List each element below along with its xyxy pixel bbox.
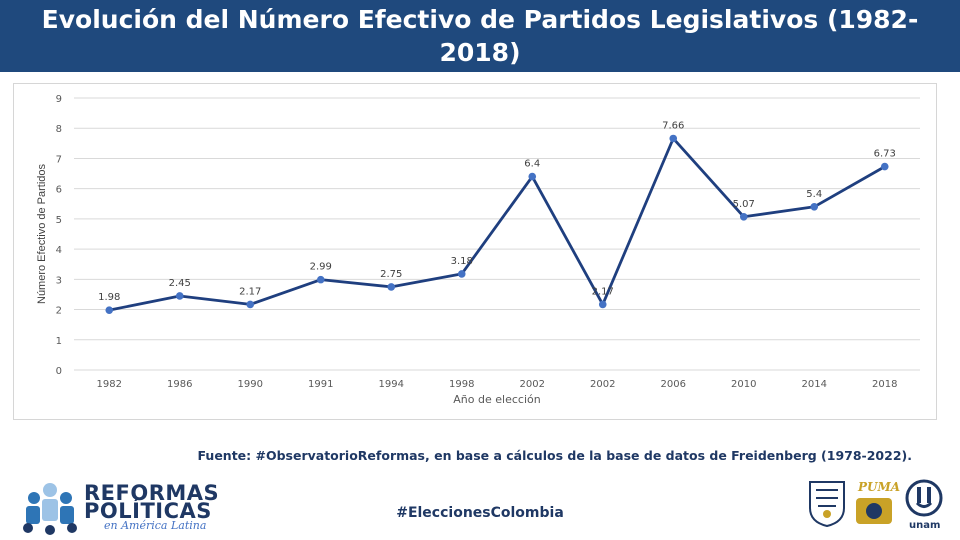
y-tick-label: 9 bbox=[56, 94, 62, 105]
y-tick-label: 1 bbox=[56, 336, 62, 347]
y-tick-label: 4 bbox=[56, 245, 62, 256]
y-tick-label: 2 bbox=[56, 306, 62, 317]
x-tick-label: 1986 bbox=[167, 379, 192, 390]
data-label: 6.73 bbox=[874, 149, 896, 160]
data-point bbox=[175, 292, 184, 300]
data-point bbox=[669, 134, 678, 143]
puma-logo-text: PUMA bbox=[858, 480, 901, 494]
puma-logo: PUMA bbox=[852, 478, 900, 528]
data-label: 6.4 bbox=[524, 159, 540, 170]
x-tick-label: 1990 bbox=[238, 379, 263, 390]
x-tick-label: 2002 bbox=[520, 379, 545, 390]
x-tick-label: 1982 bbox=[97, 379, 122, 390]
x-tick-label: 1991 bbox=[308, 379, 333, 390]
data-point bbox=[598, 300, 607, 309]
data-point bbox=[880, 162, 889, 171]
x-tick-label: 1994 bbox=[379, 379, 404, 390]
line-chart: 0 1 2 3 4 5 6 7 8 9 1982 1986 1990 1991 1994 1998 2002 20… bbox=[36, 94, 920, 406]
source-note: Fuente: #ObservatorioReformas, en base a… bbox=[197, 448, 913, 463]
data-point bbox=[105, 306, 114, 314]
chart-area: 0 1 2 3 4 5 6 7 8 9 1982 1986 1990 1991 1994 1998 2002 20… bbox=[13, 83, 937, 420]
x-tick-label: 2014 bbox=[802, 379, 827, 390]
data-point bbox=[528, 172, 537, 181]
unam-institute-logo: unam bbox=[904, 478, 944, 534]
page-title: Evolución del Número Efectivo de Partido… bbox=[41, 5, 919, 67]
x-tick-label: 2010 bbox=[731, 379, 756, 390]
data-point bbox=[810, 203, 819, 211]
data-point bbox=[246, 300, 255, 309]
reformas-politicas-logo: REFORMAS POLÍTICAS en América Latina bbox=[20, 480, 220, 536]
logo-word-reformas: REFORMAS bbox=[84, 481, 220, 505]
institution-logos: PUMA unam bbox=[800, 474, 950, 534]
logo-tagline: en América Latina bbox=[104, 519, 207, 532]
x-tick-label: 2018 bbox=[872, 379, 897, 390]
data-point bbox=[739, 212, 748, 221]
title-banner: Evolución del Número Efectivo de Partido… bbox=[0, 0, 960, 72]
data-label: 5.4 bbox=[806, 189, 822, 200]
x-tick-label: 2006 bbox=[661, 379, 686, 390]
data-label: 2.75 bbox=[380, 269, 402, 280]
data-label: 1.98 bbox=[98, 292, 120, 303]
unam-shield-icon bbox=[809, 481, 845, 528]
data-label: 2.45 bbox=[169, 278, 191, 289]
data-label: 5.07 bbox=[733, 199, 755, 210]
y-tick-label: 0 bbox=[56, 366, 62, 377]
logo-word-politicas: POLÍTICAS bbox=[84, 499, 212, 523]
unam-wordmark: unam bbox=[909, 520, 941, 531]
x-axis-title: Año de elección bbox=[453, 393, 540, 406]
data-label: 2.17 bbox=[592, 286, 614, 297]
reformas-people-icon bbox=[23, 483, 77, 535]
data-point bbox=[457, 270, 466, 278]
data-label: 7.66 bbox=[662, 120, 684, 131]
y-tick-label: 8 bbox=[56, 124, 62, 135]
y-tick-label: 5 bbox=[56, 215, 62, 226]
hashtag-label: #EleccionesColombia bbox=[396, 505, 564, 521]
data-point bbox=[316, 275, 325, 284]
x-tick-label: 1998 bbox=[449, 379, 474, 390]
data-label: 3.18 bbox=[451, 256, 473, 267]
y-tick-label: 6 bbox=[56, 185, 62, 196]
institute-seal-icon bbox=[905, 479, 943, 517]
data-point bbox=[387, 283, 396, 291]
puma-icon bbox=[856, 498, 892, 524]
x-tick-label: 2002 bbox=[590, 379, 615, 390]
y-tick-label: 7 bbox=[56, 154, 62, 165]
data-label: 2.99 bbox=[310, 262, 332, 273]
data-label: 2.17 bbox=[239, 286, 261, 297]
y-tick-label: 3 bbox=[56, 275, 62, 286]
y-axis-title: Número Efectivo de Partidos bbox=[36, 163, 48, 304]
series-line bbox=[108, 137, 886, 312]
